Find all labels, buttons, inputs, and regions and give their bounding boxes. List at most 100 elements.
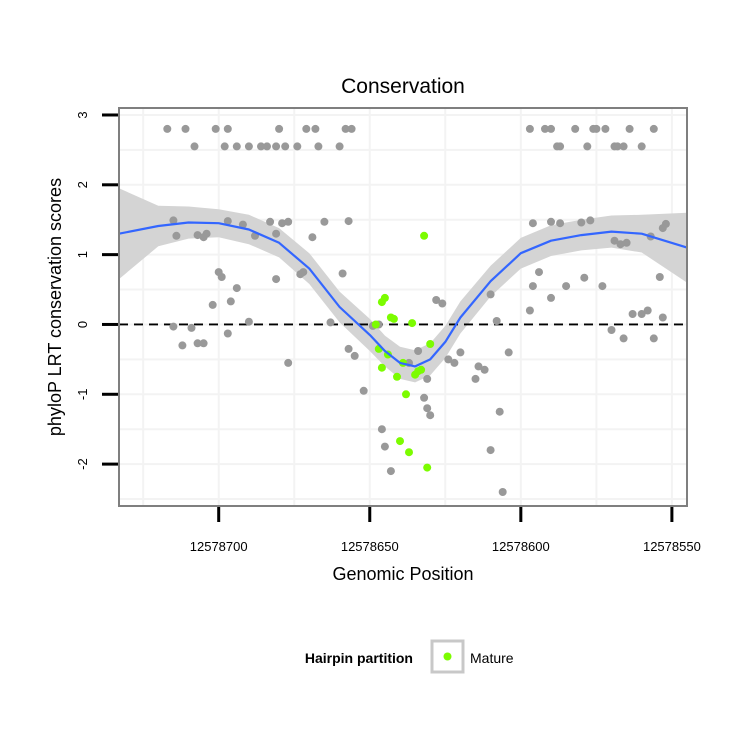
chart-title: Conservation bbox=[341, 75, 465, 98]
point-other bbox=[320, 217, 329, 226]
point-other bbox=[347, 124, 356, 133]
point-other bbox=[577, 218, 586, 227]
point-other bbox=[223, 329, 232, 338]
point-other bbox=[637, 142, 646, 151]
y-tick-label: -1 bbox=[75, 389, 90, 401]
confidence-ribbon-layer bbox=[119, 188, 687, 383]
point-other bbox=[528, 282, 537, 291]
point-other bbox=[293, 142, 302, 151]
point-other bbox=[190, 142, 199, 151]
point-other bbox=[625, 124, 634, 133]
point-other bbox=[607, 326, 616, 334]
point-other bbox=[556, 142, 565, 151]
points-other bbox=[163, 124, 670, 496]
point-other bbox=[181, 124, 190, 133]
point-other bbox=[178, 341, 187, 350]
point-other bbox=[426, 411, 435, 420]
x-tick-label: 12578550 bbox=[643, 539, 701, 554]
point-other bbox=[580, 273, 589, 282]
point-mature bbox=[420, 231, 429, 240]
point-mature bbox=[408, 319, 417, 328]
point-other bbox=[420, 393, 429, 402]
point-other bbox=[637, 310, 646, 318]
point-other bbox=[314, 142, 323, 151]
point-other bbox=[589, 124, 598, 133]
point-other bbox=[284, 217, 293, 226]
y-tick-label: 2 bbox=[75, 181, 90, 188]
point-other bbox=[257, 142, 265, 151]
point-other bbox=[504, 348, 513, 357]
point-other bbox=[525, 306, 534, 315]
point-other bbox=[272, 275, 281, 284]
x-axis: 12578700 12578650 12578600 12578550 bbox=[190, 507, 701, 554]
point-other bbox=[202, 229, 211, 238]
point-mature bbox=[389, 314, 398, 323]
point-other bbox=[244, 317, 253, 326]
point-other bbox=[444, 355, 453, 364]
point-mature bbox=[371, 320, 380, 329]
point-other bbox=[350, 351, 359, 360]
point-other bbox=[172, 231, 181, 240]
point-other bbox=[232, 142, 241, 151]
point-other bbox=[601, 124, 610, 133]
point-mature bbox=[380, 293, 389, 302]
point-other bbox=[359, 386, 368, 395]
point-other bbox=[311, 124, 320, 133]
plot-background bbox=[119, 108, 687, 506]
point-other bbox=[495, 407, 504, 416]
point-other bbox=[619, 334, 628, 343]
point-other bbox=[169, 216, 178, 225]
point-other bbox=[423, 374, 432, 383]
point-mature bbox=[377, 363, 386, 372]
point-other bbox=[238, 220, 247, 229]
point-other bbox=[498, 488, 507, 496]
point-other bbox=[586, 216, 595, 225]
point-other bbox=[438, 299, 447, 308]
point-other bbox=[649, 124, 658, 133]
y-axis: -2 -1 0 1 2 3 bbox=[75, 111, 118, 470]
point-other bbox=[486, 290, 495, 299]
point-other bbox=[223, 217, 232, 226]
point-other bbox=[474, 362, 483, 371]
point-other bbox=[598, 282, 607, 291]
point-other bbox=[616, 240, 625, 249]
point-other bbox=[528, 219, 537, 228]
point-other bbox=[471, 374, 480, 383]
point-other bbox=[193, 339, 202, 348]
point-other bbox=[535, 268, 543, 277]
legend-title: Hairpin partition bbox=[305, 650, 413, 666]
point-other bbox=[344, 217, 353, 226]
point-other bbox=[281, 142, 290, 151]
point-other bbox=[163, 124, 172, 133]
point-other bbox=[335, 142, 344, 151]
point-other bbox=[187, 323, 196, 332]
point-other bbox=[211, 124, 220, 133]
point-other bbox=[492, 317, 501, 325]
point-other bbox=[547, 293, 555, 302]
point-other bbox=[223, 124, 232, 133]
point-other bbox=[480, 365, 489, 374]
y-tick-label: 1 bbox=[75, 251, 90, 258]
point-other bbox=[377, 425, 386, 434]
y-tick-label: 3 bbox=[75, 111, 90, 118]
smooth-line bbox=[118, 221, 688, 368]
point-mature bbox=[417, 365, 426, 374]
point-other bbox=[655, 273, 664, 281]
legend-key-mature bbox=[443, 652, 452, 661]
point-other bbox=[326, 318, 335, 327]
point-other bbox=[266, 217, 275, 226]
x-tick-label: 12578600 bbox=[492, 539, 550, 554]
point-other bbox=[562, 282, 571, 291]
y-axis-label: phyloP LRT conservation scores bbox=[45, 178, 65, 436]
point-mature bbox=[426, 340, 435, 348]
point-other bbox=[541, 124, 549, 133]
point-other bbox=[308, 233, 317, 242]
points-mature bbox=[371, 231, 435, 472]
point-mature bbox=[396, 437, 404, 446]
point-other bbox=[456, 348, 465, 357]
point-other bbox=[263, 142, 271, 151]
point-other bbox=[547, 217, 555, 226]
point-other bbox=[272, 142, 281, 151]
